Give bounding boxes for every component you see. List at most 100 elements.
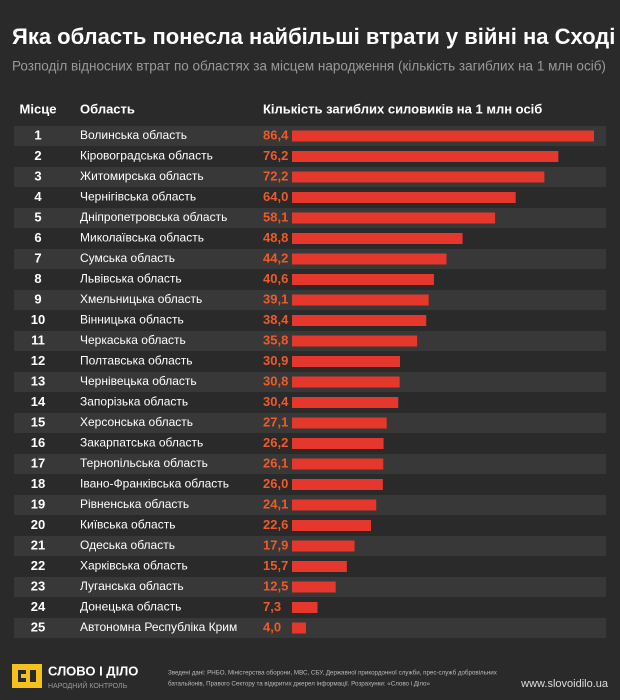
bar — [292, 253, 447, 265]
value-label: 26,1 — [263, 455, 288, 470]
category-label: Львівська область — [80, 272, 182, 286]
bar — [292, 458, 384, 470]
rank: 11 — [31, 332, 45, 347]
category-label: Сумська область — [80, 251, 175, 265]
value-label: 4,0 — [263, 619, 281, 634]
category-label: Вінницька область — [80, 313, 184, 327]
value-label: 58,1 — [263, 209, 288, 224]
bar — [292, 397, 399, 408]
bar — [292, 315, 427, 326]
value-label: 39,1 — [263, 291, 288, 306]
category-label: Кіровоградська область — [80, 149, 213, 163]
bar — [292, 212, 496, 224]
category-label: Івано-Франківська область — [80, 477, 229, 491]
value-label: 76,2 — [263, 148, 288, 163]
bar — [292, 561, 347, 572]
rank: 24 — [31, 599, 46, 614]
value-label: 17,9 — [263, 537, 288, 552]
value-label: 35,8 — [263, 332, 288, 347]
rank: 22 — [31, 558, 45, 573]
value-label: 12,5 — [263, 578, 288, 593]
rank: 9 — [34, 291, 41, 306]
value-label: 30,4 — [263, 394, 289, 409]
value-label: 86,4 — [263, 127, 289, 142]
value-label: 64,0 — [263, 189, 288, 204]
category-label: Полтавська область — [80, 354, 193, 368]
category-label: Запорізька область — [80, 395, 188, 409]
bar — [292, 417, 387, 429]
rank: 13 — [31, 373, 45, 388]
rank: 21 — [31, 537, 45, 552]
bar — [292, 581, 336, 593]
category-label: Черкаська область — [80, 333, 186, 347]
category-label: Харківська область — [80, 559, 188, 573]
value-header: Кількість загиблих силовиків на 1 млн ос… — [263, 101, 542, 116]
bar — [292, 499, 377, 511]
rank: 1 — [34, 127, 41, 142]
rank: 25 — [31, 619, 45, 634]
value-label: 48,8 — [263, 230, 288, 245]
bar — [292, 602, 318, 613]
value-label: 22,6 — [263, 517, 288, 532]
bar — [292, 438, 384, 449]
bar — [292, 335, 418, 347]
rank: 17 — [31, 455, 45, 470]
category-label: Дніпропетровська область — [80, 210, 227, 224]
category-label: Донецька область — [80, 600, 181, 614]
category-label: Миколаївська область — [80, 231, 204, 245]
bar — [292, 151, 559, 162]
category-label: Волинська область — [80, 128, 187, 142]
rank: 23 — [31, 578, 45, 593]
rank: 6 — [34, 230, 41, 245]
rank: 4 — [34, 189, 42, 204]
rank: 3 — [34, 168, 41, 183]
rank: 18 — [31, 476, 45, 491]
brand-sub: НАРОДНИЙ КОНТРОЛЬ — [48, 681, 128, 690]
bar — [292, 479, 383, 490]
rank: 20 — [31, 517, 45, 532]
value-label: 27,1 — [263, 414, 288, 429]
rank: 14 — [31, 394, 46, 409]
rank: 16 — [31, 435, 45, 450]
value-label: 72,2 — [263, 168, 288, 183]
value-label: 38,4 — [263, 312, 289, 327]
rank-header: Місце — [20, 101, 57, 116]
category-label: Хмельницька область — [80, 292, 202, 306]
value-label: 24,1 — [263, 496, 288, 511]
rank: 15 — [31, 414, 45, 429]
value-label: 26,0 — [263, 476, 288, 491]
category-label: Київська область — [80, 518, 175, 532]
logo-mark — [12, 664, 42, 688]
bar — [292, 130, 594, 142]
value-label: 30,9 — [263, 353, 288, 368]
bar — [292, 622, 306, 634]
source: батальйонів, Правого Сектору та відкрити… — [168, 681, 430, 688]
category-label: Тернопільська область — [80, 456, 208, 470]
bar — [292, 171, 545, 183]
rank: 10 — [31, 312, 45, 327]
bar — [292, 192, 516, 203]
bar — [292, 520, 371, 531]
value-label: 30,8 — [263, 373, 288, 388]
value-label: 15,7 — [263, 558, 288, 573]
category-label: Чернівецька область — [80, 374, 197, 388]
value-label: 44,2 — [263, 250, 288, 265]
logo — [12, 664, 42, 688]
url: www.slovoidilo.ua — [520, 678, 609, 690]
bar — [292, 274, 434, 285]
category-label: Чернігівська область — [80, 190, 196, 204]
category-label: Херсонська область — [80, 415, 193, 429]
rank: 2 — [34, 148, 41, 163]
value-label: 40,6 — [263, 271, 288, 286]
bar — [292, 294, 429, 306]
source: Зведені дані: РНБО, Міністерства оборони… — [168, 670, 498, 677]
chart-subtitle: Розподіл відносних втрат по областях за … — [12, 59, 606, 74]
chart-title: Яка область понесла найбільші втрати у в… — [12, 24, 620, 49]
category-label: Закарпатська область — [80, 436, 203, 450]
bar — [292, 376, 400, 388]
rank: 7 — [34, 250, 41, 265]
bar — [292, 540, 355, 552]
row-stripe — [14, 618, 606, 638]
logo-glyph — [18, 670, 36, 682]
